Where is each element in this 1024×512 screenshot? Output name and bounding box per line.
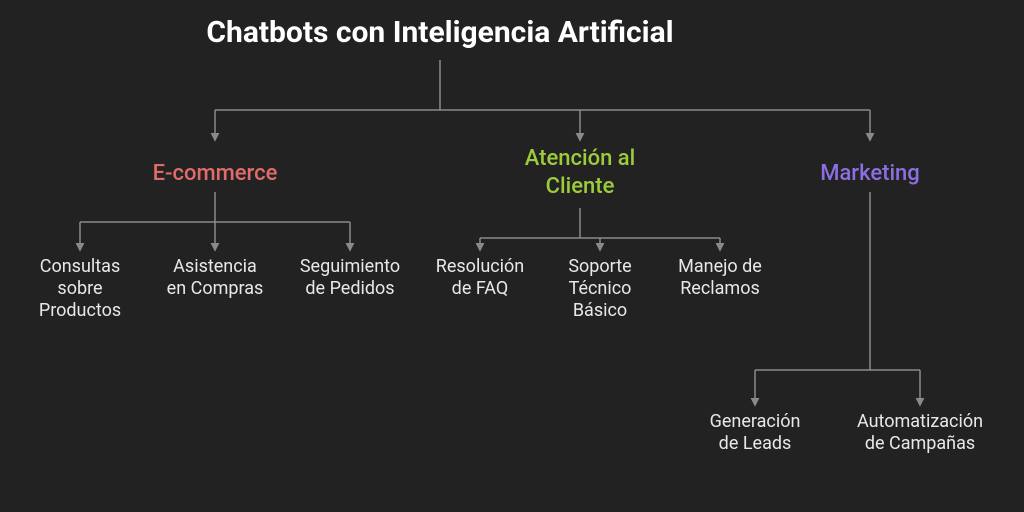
leaf-ecommerce-2: Seguimientode Pedidos bbox=[300, 256, 400, 299]
leaf-ecommerce-0: ConsultassobreProductos bbox=[39, 256, 121, 321]
leaf-marketing-0: Generaciónde Leads bbox=[710, 411, 801, 454]
leaf-marketing-1: Automatizaciónde Campañas bbox=[857, 411, 983, 454]
leaf-atencion-2: Manejo deReclamos bbox=[678, 256, 762, 299]
leaf-atencion-0: Resoluciónde FAQ bbox=[436, 256, 525, 299]
leaf-atencion-1: SoporteTécnicoBásico bbox=[568, 256, 631, 321]
leaf-ecommerce-1: Asistenciaen Compras bbox=[167, 256, 264, 299]
category-atencion: Atención alCliente bbox=[525, 146, 636, 199]
category-ecommerce: E-commerce bbox=[153, 161, 278, 186]
diagram-title: Chatbots con Inteligencia Artificial bbox=[206, 15, 673, 50]
category-marketing: Marketing bbox=[820, 161, 920, 186]
